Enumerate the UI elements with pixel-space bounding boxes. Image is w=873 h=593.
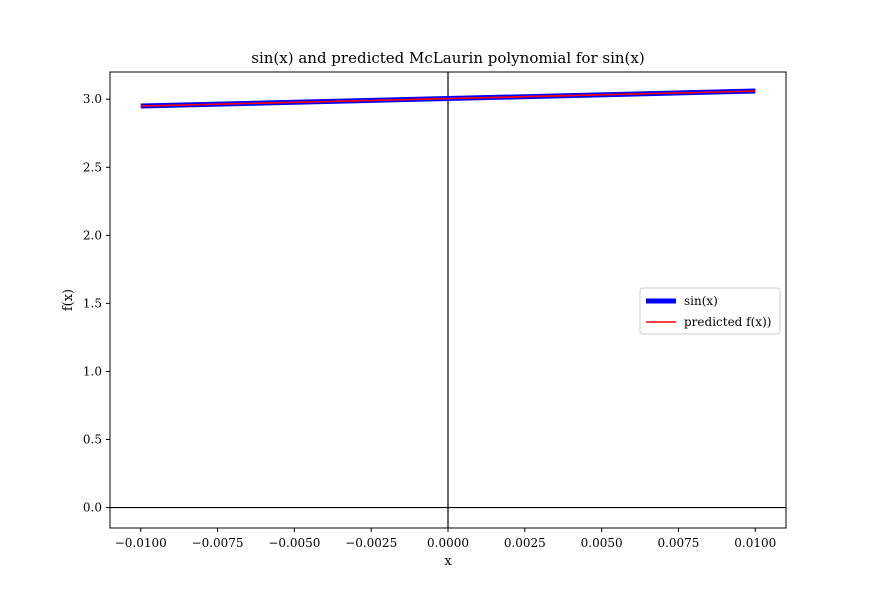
x-tick-label: 0.0075 xyxy=(657,536,699,550)
y-tick-label: 2.5 xyxy=(83,160,102,174)
reference-lines xyxy=(110,72,786,528)
series-layer xyxy=(140,88,756,109)
legend-entry-label: sin(x) xyxy=(684,294,718,308)
y-tick-label: 1.5 xyxy=(83,296,102,310)
y-tick-label: 0.0 xyxy=(83,501,102,515)
y-axis-label: f(x) xyxy=(61,289,76,311)
x-axis-ticks: −0.0100 −0.0075 −0.0050 −0.0025 0.0000 0.0025… xyxy=(115,528,776,550)
x-tick-label: 0.0100 xyxy=(734,536,776,550)
series-line-predicted xyxy=(140,90,756,107)
x-tick-label: 0.0050 xyxy=(581,536,623,550)
chart-title: sin(x) and predicted McLaurin polynomial… xyxy=(251,49,644,67)
y-tick-label: 0.5 xyxy=(83,433,102,447)
y-tick-label: 2.0 xyxy=(83,228,102,242)
x-tick-label: −0.0050 xyxy=(268,536,320,550)
y-tick-label: 3.0 xyxy=(83,92,102,106)
legend: sin(x) predicted f(x)) xyxy=(639,287,781,335)
x-tick-label: 0.0000 xyxy=(427,536,469,550)
x-tick-label: −0.0100 xyxy=(115,536,167,550)
legend-entry-label: predicted f(x)) xyxy=(684,315,771,329)
x-tick-label: −0.0025 xyxy=(345,536,397,550)
x-tick-label: 0.0025 xyxy=(504,536,546,550)
x-axis-label: x xyxy=(444,554,452,569)
y-tick-label: 1.0 xyxy=(83,364,102,378)
y-axis-ticks: 0.0 0.5 1.0 1.5 2.0 2.5 3.0 xyxy=(83,92,110,515)
x-tick-label: −0.0075 xyxy=(192,536,244,550)
